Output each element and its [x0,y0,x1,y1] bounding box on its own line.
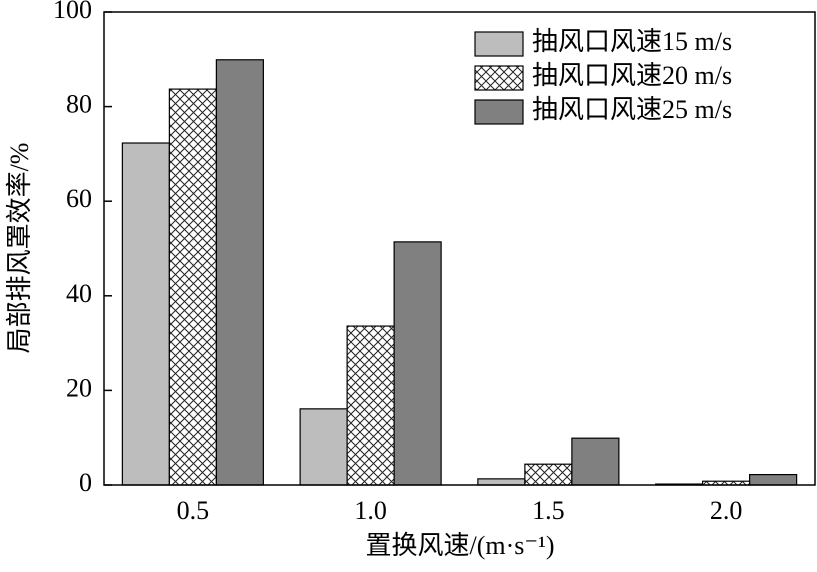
bar [393,241,442,486]
y-tick-label: 100 [53,0,92,24]
y-tick-label: 60 [66,184,92,213]
y-axis-label: 局部排风罩效率/% [5,143,34,354]
legend-swatch [474,99,524,125]
legend-label: 抽风口风速25 m/s [532,95,732,124]
x-tick-label: 1.5 [532,496,565,525]
bar [477,478,526,486]
y-tick-label: 20 [66,373,92,402]
bar [299,408,348,486]
legend-label: 抽风口风速20 m/s [532,61,732,90]
bar [524,463,573,486]
bar [571,437,620,486]
bar [346,325,395,486]
plot-frame [103,11,816,486]
y-tick-label: 40 [66,279,92,308]
legend-swatch [474,31,524,57]
y-tick-label: 0 [79,468,92,497]
x-tick-label: 2.0 [710,496,743,525]
y-tick-label: 80 [66,90,92,119]
x-axis-label: 置换风速/(m·s⁻¹) [365,531,554,560]
x-tick-label: 0.5 [177,496,210,525]
bar [215,59,264,486]
legend-swatch [474,65,524,91]
x-tick-label: 1.0 [354,496,387,525]
legend-label: 抽风口风速15 m/s [532,27,732,56]
bar [168,88,217,486]
bar [749,473,798,486]
bar [121,142,170,486]
